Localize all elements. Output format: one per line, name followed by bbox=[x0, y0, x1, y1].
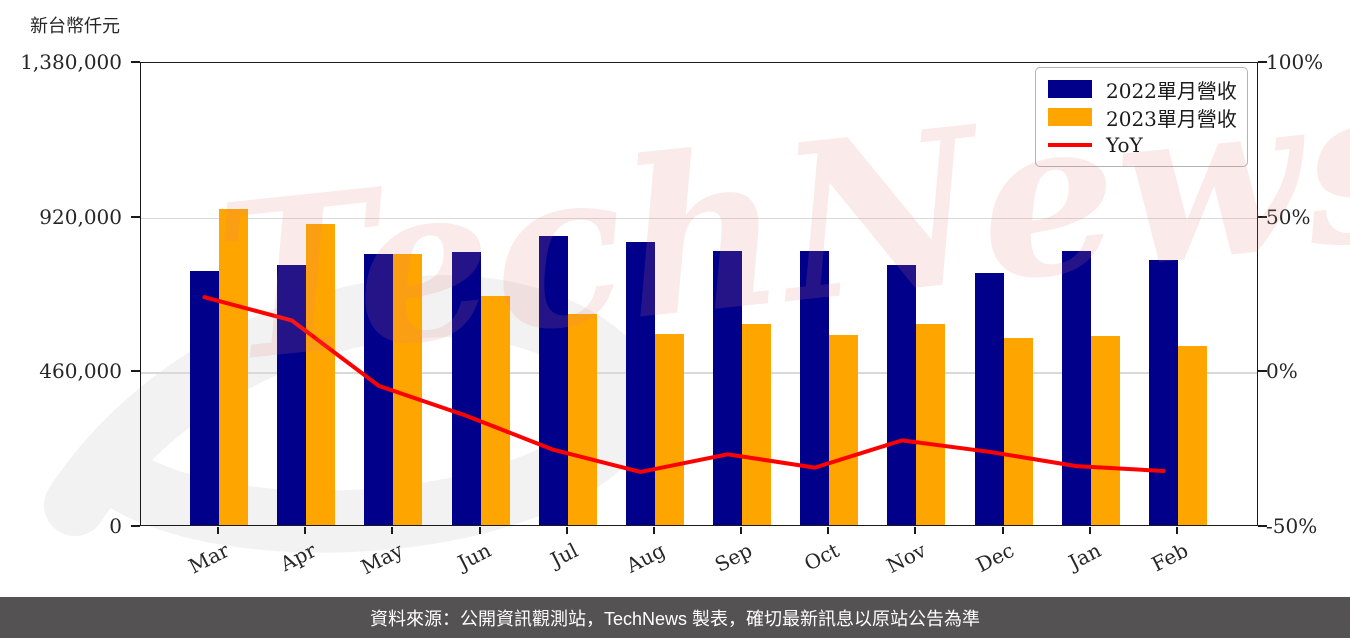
bar-2022-mar bbox=[190, 271, 219, 525]
bar-2022-sep bbox=[713, 250, 743, 525]
x-tick-mark bbox=[1001, 527, 1004, 534]
x-tick-mark bbox=[217, 527, 219, 534]
x-tick-mark bbox=[652, 527, 655, 534]
y-tick-label-right: -50% bbox=[1266, 514, 1318, 538]
y-tick-mark-right bbox=[1258, 215, 1267, 218]
y-tick-mark-right bbox=[1258, 525, 1267, 527]
bar-2022-jan bbox=[1061, 250, 1091, 525]
legend-swatch-2023 bbox=[1048, 108, 1092, 126]
x-tick-mark bbox=[740, 527, 743, 534]
y-tick-label-left: 1,380,000 bbox=[20, 50, 122, 74]
x-tick-label-jan: Jan bbox=[1064, 538, 1105, 575]
bar-2022-jun bbox=[451, 251, 481, 525]
bar-2022-oct bbox=[800, 250, 830, 525]
x-tick-label-apr: Apr bbox=[276, 538, 321, 577]
y-tick-label-right: 0% bbox=[1266, 359, 1298, 384]
plot-area bbox=[140, 62, 1258, 526]
y-tick-mark-right bbox=[1258, 370, 1267, 373]
source-footer: 資料來源：公開資訊觀測站，TechNews 製表，確切最新訊息以原站公告為準 bbox=[0, 597, 1350, 638]
gridline bbox=[141, 217, 1257, 220]
x-tick-label-aug: Aug bbox=[622, 538, 669, 578]
legend-label-2023: 2023單月營收 bbox=[1106, 106, 1237, 131]
gridline bbox=[141, 372, 1257, 374]
x-tick-mark bbox=[478, 527, 481, 534]
x-tick-label-jun: Jun bbox=[453, 538, 495, 575]
x-tick-label-may: May bbox=[357, 538, 408, 580]
bar-2022-jul bbox=[538, 236, 568, 525]
legend-item-yoy: YoY bbox=[1048, 133, 1235, 157]
legend-label-yoy: YoY bbox=[1106, 133, 1143, 157]
bar-2023-jan bbox=[1090, 336, 1120, 525]
x-tick-mark bbox=[914, 527, 917, 534]
bar-2023-feb bbox=[1177, 346, 1207, 525]
legend-swatch-2022 bbox=[1048, 80, 1092, 98]
x-tick-mark bbox=[565, 527, 568, 534]
y-tick-mark-left bbox=[131, 215, 140, 218]
x-tick-mark bbox=[827, 527, 830, 534]
x-tick-mark bbox=[304, 527, 307, 534]
bar-2022-dec bbox=[974, 273, 1004, 525]
bar-2023-jul bbox=[567, 313, 597, 525]
bar-2023-apr bbox=[306, 224, 336, 525]
legend-item-2023: 2023單月營收 bbox=[1048, 105, 1237, 131]
bar-2022-nov bbox=[887, 265, 917, 525]
y-tick-mark-left bbox=[131, 370, 140, 373]
y-axis-unit-label: 新台幣仟元 bbox=[30, 16, 120, 37]
y-tick-mark-right bbox=[1258, 61, 1267, 63]
x-tick-mark bbox=[391, 527, 394, 534]
y-tick-label-right: 100% bbox=[1266, 50, 1324, 74]
x-tick-label-oct: Oct bbox=[800, 538, 844, 576]
bar-2023-sep bbox=[742, 323, 772, 525]
bar-2023-dec bbox=[1003, 338, 1033, 525]
x-tick-label-mar: Mar bbox=[184, 538, 233, 579]
bar-2023-may bbox=[393, 253, 423, 525]
y-tick-label-left: 460,000 bbox=[39, 359, 122, 384]
legend-item-2022: 2022單月營收 bbox=[1048, 77, 1237, 103]
legend-swatch-yoy-line bbox=[1048, 143, 1092, 147]
yoy-line bbox=[202, 295, 1166, 474]
y-tick-mark-left bbox=[131, 61, 140, 63]
bar-2023-jun bbox=[480, 296, 510, 525]
bar-2022-aug bbox=[625, 241, 655, 525]
x-tick-label-jul: Jul bbox=[546, 538, 582, 572]
x-tick-label-dec: Dec bbox=[971, 538, 1018, 578]
legend-label-2022: 2022單月營收 bbox=[1106, 78, 1237, 103]
bar-2022-feb bbox=[1148, 260, 1178, 525]
x-tick-mark bbox=[1175, 527, 1178, 534]
bar-2023-oct bbox=[829, 335, 859, 525]
y-tick-label-left: 0 bbox=[109, 514, 122, 538]
bar-2022-apr bbox=[277, 265, 307, 525]
x-tick-label-nov: Nov bbox=[883, 538, 931, 578]
legend: 2022單月營收 2023單月營收 YoY bbox=[1035, 67, 1248, 167]
bar-2023-nov bbox=[916, 323, 946, 525]
x-tick-label-sep: Sep bbox=[710, 538, 756, 577]
source-footer-text: 資料來源：公開資訊觀測站，TechNews 製表，確切最新訊息以原站公告為準 bbox=[369, 608, 981, 629]
y-tick-label-left: 920,000 bbox=[39, 204, 122, 229]
y-tick-mark-left bbox=[131, 525, 140, 527]
x-tick-label-feb: Feb bbox=[1147, 538, 1192, 577]
bar-2023-aug bbox=[654, 334, 684, 525]
y-tick-label-right: 50% bbox=[1266, 204, 1311, 229]
x-tick-mark bbox=[1088, 527, 1091, 534]
bar-2023-mar bbox=[219, 208, 248, 525]
